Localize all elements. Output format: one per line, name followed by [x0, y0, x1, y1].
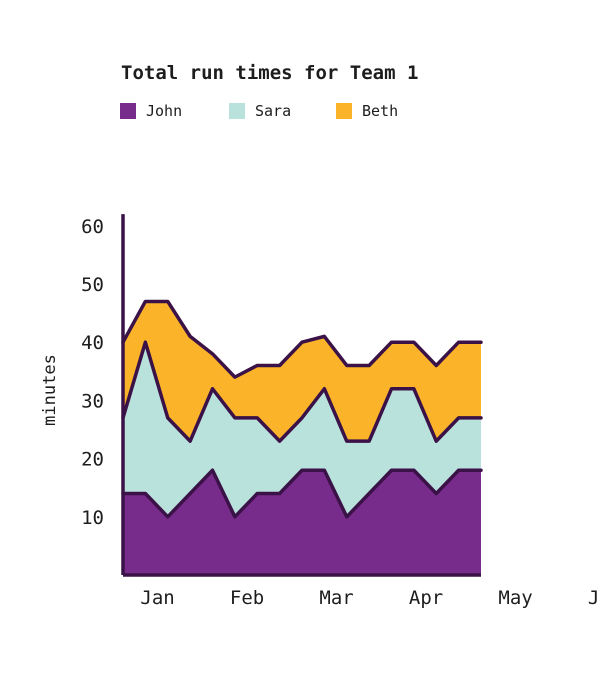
legend-swatch-beth: [336, 103, 352, 119]
area-sara: [123, 342, 481, 517]
x-tick-label: Feb: [230, 587, 264, 609]
x-tick-label: Jun: [588, 587, 600, 609]
legend-label-john: John: [146, 102, 183, 120]
area-beth: [123, 301, 481, 442]
y-tick-label: 40: [81, 332, 104, 354]
legend-label-beth: Beth: [362, 102, 399, 120]
y-tick-label: 30: [81, 390, 104, 412]
y-axis-label: minutes: [40, 354, 60, 426]
line-beth: [121, 299, 483, 379]
x-tick-label: May: [498, 587, 532, 609]
area-john: [123, 470, 481, 575]
x-tick-label: Jan: [140, 587, 174, 609]
y-tick-label: 60: [81, 216, 104, 238]
legend-item-beth: Beth: [336, 102, 398, 120]
legend-swatch-john: [120, 103, 136, 119]
line-john: [121, 468, 483, 519]
legend-label-sara: Sara: [255, 102, 292, 120]
legend-item-sara: Sara: [229, 102, 291, 120]
x-tick-label: Mar: [319, 587, 353, 609]
legend-swatch-sara: [229, 103, 245, 119]
chart-title: Total run times for Team 1: [121, 62, 419, 84]
y-tick-label: 20: [81, 449, 104, 471]
legend-item-john: John: [120, 102, 182, 120]
y-tick-label: 50: [81, 274, 104, 296]
line-sara: [121, 340, 483, 443]
y-tick-label: 10: [81, 507, 104, 529]
x-tick-label: Apr: [409, 587, 443, 609]
